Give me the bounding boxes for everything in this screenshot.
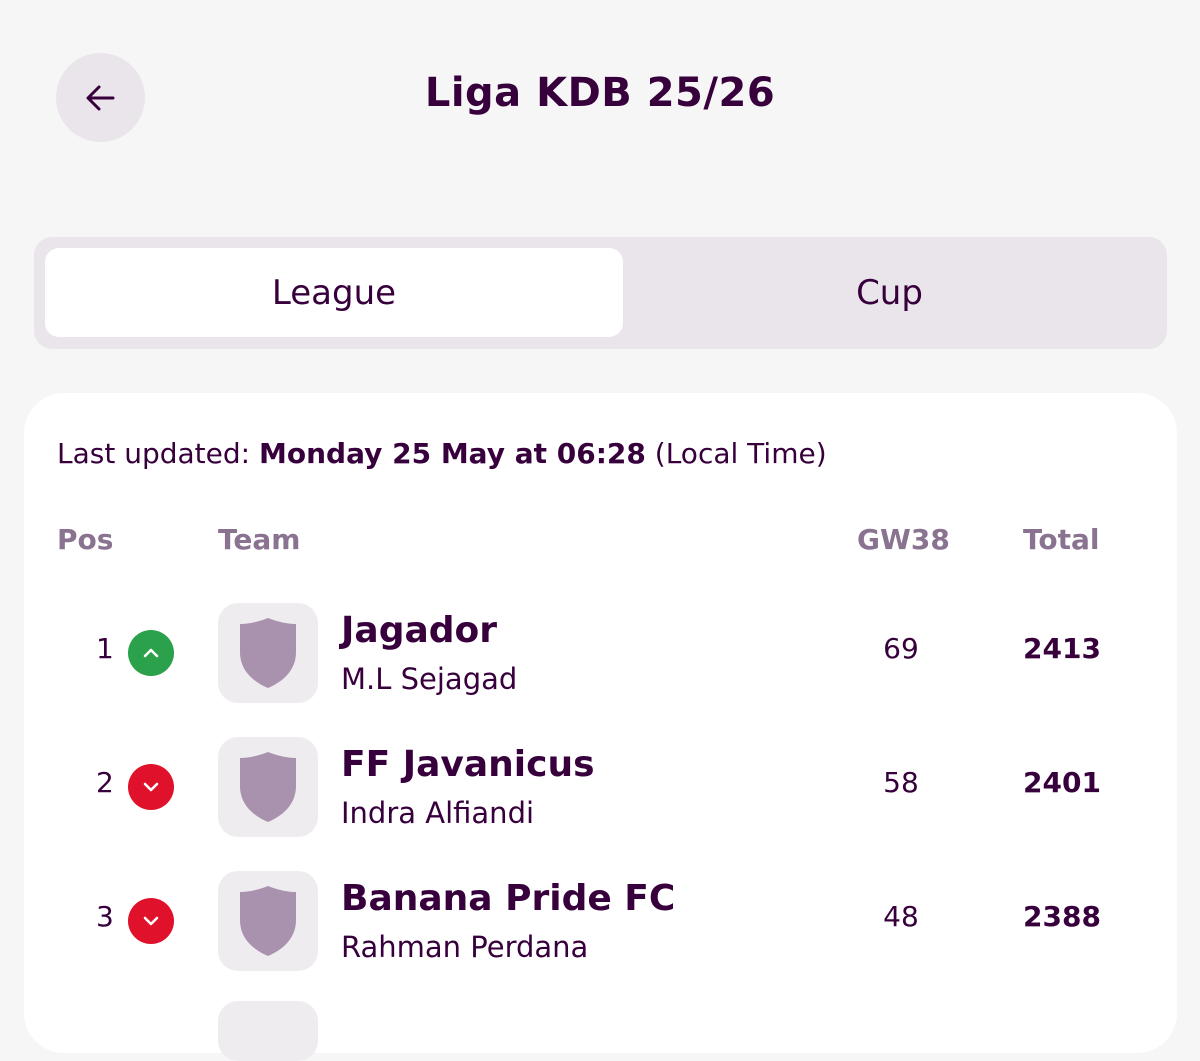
gameweek-points: 69 xyxy=(883,632,919,665)
standings-card: Last updated: Monday 25 May at 06:28 (Lo… xyxy=(24,393,1177,1061)
table-row[interactable]: 1 Jagador M.L Sejagad 69 2413 xyxy=(24,596,1177,706)
column-header-team: Team xyxy=(218,523,301,556)
last-updated-prefix: Last updated: xyxy=(57,437,259,470)
gameweek-points: 48 xyxy=(883,900,919,933)
table-row[interactable]: 3 Banana Pride FC Rahman Perdana 48 2388 xyxy=(24,864,1177,974)
team-crest xyxy=(218,871,318,971)
back-button[interactable] xyxy=(56,53,145,142)
chevron-down-icon xyxy=(128,898,174,944)
table-row[interactable]: 2 FF Javanicus Indra Alfiandi 58 2401 xyxy=(24,730,1177,840)
position-number: 3 xyxy=(96,900,114,933)
chevron-up-icon xyxy=(128,630,174,676)
gameweek-points: 58 xyxy=(883,766,919,799)
column-header-pos: Pos xyxy=(57,523,114,556)
manager-name: M.L Sejagad xyxy=(341,662,518,696)
total-points: 2388 xyxy=(1023,900,1101,933)
total-points: 2413 xyxy=(1023,632,1101,665)
last-updated: Last updated: Monday 25 May at 06:28 (Lo… xyxy=(57,437,827,470)
view-toggle: League Cup xyxy=(34,237,1167,349)
last-updated-datetime: Monday 25 May at 06:28 xyxy=(259,437,646,470)
team-crest xyxy=(218,603,318,703)
team-name: Jagador xyxy=(341,610,498,651)
arrow-left-icon xyxy=(81,78,121,118)
column-header-gw: GW38 xyxy=(857,523,950,556)
position-number: 1 xyxy=(96,632,114,665)
page-title: Liga KDB 25/26 xyxy=(424,70,776,116)
shield-icon xyxy=(238,750,298,824)
position-number: 2 xyxy=(96,766,114,799)
tab-league[interactable]: League xyxy=(45,248,623,337)
shield-icon xyxy=(238,884,298,958)
manager-name: Rahman Perdana xyxy=(341,930,589,964)
manager-name: Indra Alfiandi xyxy=(341,796,535,830)
team-name: Banana Pride FC xyxy=(341,878,676,919)
chevron-down-icon xyxy=(128,764,174,810)
team-crest-partial xyxy=(218,1001,318,1061)
shield-icon xyxy=(238,616,298,690)
total-points: 2401 xyxy=(1023,766,1101,799)
team-name: FF Javanicus xyxy=(341,744,595,785)
team-crest xyxy=(218,737,318,837)
last-updated-suffix: (Local Time) xyxy=(645,437,827,470)
tab-cup[interactable]: Cup xyxy=(856,272,923,313)
column-header-total: Total xyxy=(1023,523,1100,556)
